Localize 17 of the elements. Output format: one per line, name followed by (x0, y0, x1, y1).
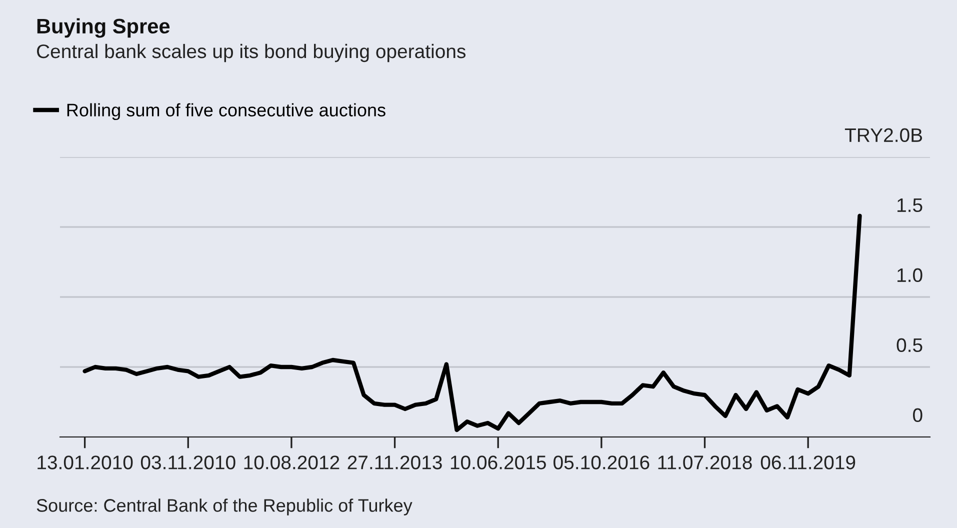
source-note: Source: Central Bank of the Republic of Turkey (36, 498, 412, 516)
y-tick-label: 0.5 (896, 338, 922, 352)
x-tick-label: 03.11.2010 (140, 456, 236, 470)
x-tick-label: 11.07.2018 (658, 456, 752, 470)
y-tick-label: 0 (913, 408, 922, 422)
x-tick-label: 05.10.2016 (554, 456, 650, 470)
x-tick-label: 06.11.2019 (760, 456, 856, 470)
x-tick-label: 27.11.2013 (348, 456, 442, 470)
y-tick-label: 1.5 (898, 198, 922, 212)
x-tick-label: 10.08.2012 (244, 456, 340, 470)
chart-title: Buying Spree (37, 18, 170, 38)
chart-subtitle: Central bank scales up its bond buying operations (36, 44, 466, 62)
x-tick-label: 10.06.2015 (450, 456, 546, 470)
x-tick-label: 13.01.2010 (38, 456, 133, 470)
y-tick-label: 1.0 (898, 268, 922, 282)
legend-label: Rolling sum of five consecutive auctions (67, 103, 386, 120)
y-tick-label: TRY2.0B (844, 128, 922, 142)
